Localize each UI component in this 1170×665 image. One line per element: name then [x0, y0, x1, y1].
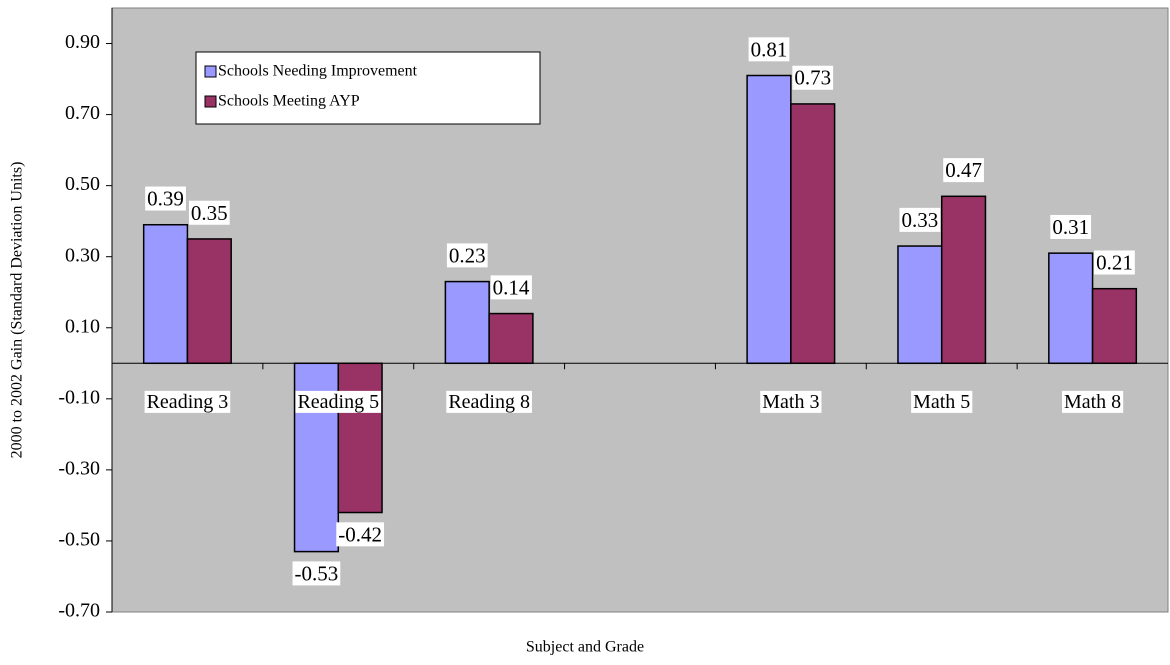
y-tick-label: -0.30 — [58, 457, 100, 479]
legend-swatch — [204, 65, 217, 78]
bar — [488, 312, 534, 365]
value-label: 0.73 — [794, 66, 831, 90]
y-tick-label: -0.10 — [58, 386, 100, 408]
value-label-box — [188, 200, 230, 225]
bar — [1091, 287, 1138, 365]
x-tick-label-box — [295, 390, 382, 413]
value-label-group: 0.33 — [899, 207, 941, 232]
value-label: 0.35 — [191, 201, 228, 225]
value-label-group: 0.35 — [188, 200, 230, 225]
x-tick-label-group: Math 3 — [760, 390, 822, 413]
bar — [790, 103, 836, 365]
value-label: 0.33 — [901, 208, 938, 232]
x-tick-label-group: Reading 5 — [295, 390, 382, 413]
value-label-group: 0.21 — [1094, 250, 1135, 275]
x-tick-label-box — [144, 390, 231, 413]
value-label: 0.31 — [1052, 215, 1089, 239]
value-label-group: -0.42 — [336, 522, 385, 547]
y-tick-label: 0.50 — [65, 173, 100, 195]
value-label-box — [336, 522, 385, 547]
legend-label: Schools Meeting AYP — [218, 93, 360, 110]
value-label-group: 0.73 — [792, 65, 834, 90]
x-tick-label-group: Reading 8 — [446, 390, 532, 413]
x-tick-label: Reading 3 — [147, 391, 229, 413]
value-label-group: 0.47 — [943, 158, 984, 183]
legend: Schools Needing Improvement Schools Meeti… — [195, 51, 541, 125]
value-label: 0.39 — [147, 187, 184, 211]
x-tick-label-group: Reading 3 — [144, 390, 231, 413]
y-tick-label: 0.10 — [65, 315, 100, 337]
x-tick-label-box — [911, 390, 973, 413]
value-label-box — [446, 243, 488, 268]
y-tick-label: -0.70 — [58, 600, 100, 622]
bar — [337, 362, 383, 514]
x-tick-label-box — [760, 390, 822, 413]
value-label-group: 0.23 — [446, 243, 488, 268]
value-label-box — [1050, 214, 1092, 239]
value-label: 0.81 — [751, 37, 788, 61]
value-label-group: 0.81 — [748, 37, 790, 62]
bar — [940, 195, 987, 365]
x-tick-label: Reading 8 — [448, 391, 530, 413]
y-tick-label: 0.90 — [65, 31, 100, 53]
legend-swatch — [204, 95, 217, 108]
y-tick-label: 0.30 — [65, 244, 100, 266]
x-tick-label-box — [1061, 390, 1124, 413]
y-axis-title: 2000 to 2002 Gain (Standard Deviation Un… — [9, 162, 26, 459]
value-label-group: 0.31 — [1050, 214, 1092, 239]
y-tick-label: 0.70 — [65, 102, 100, 124]
x-tick-label-group: Math 5 — [911, 390, 973, 413]
value-label-group: -0.53 — [292, 561, 341, 586]
legend-box — [195, 51, 541, 125]
bar — [1048, 252, 1094, 365]
bar — [142, 223, 189, 365]
value-label-box — [943, 158, 984, 183]
value-label: -0.53 — [295, 561, 339, 585]
bar — [746, 74, 792, 365]
value-label-group: 0.39 — [145, 186, 186, 211]
bar — [186, 238, 232, 365]
x-tick-label-box — [446, 390, 532, 413]
value-label-box — [792, 65, 834, 90]
x-tick-label: Reading 5 — [297, 391, 379, 413]
x-tick-label-group: Math 8 — [1061, 390, 1124, 413]
x-tick-label: Math 8 — [1064, 391, 1121, 413]
value-label: 0.23 — [449, 243, 486, 267]
value-label: 0.14 — [493, 275, 530, 299]
bar — [897, 245, 943, 365]
value-label: -0.42 — [338, 522, 382, 546]
legend-label: Schools Needing Improvement — [218, 63, 418, 80]
value-label-box — [1094, 250, 1135, 275]
bar — [444, 280, 490, 365]
value-label-box — [490, 275, 532, 300]
x-axis-title: Subject and Grade — [526, 639, 644, 656]
value-label: 0.47 — [945, 158, 982, 182]
value-label-box — [748, 37, 790, 62]
value-label-group: 0.14 — [490, 275, 532, 300]
value-label-box — [899, 207, 941, 232]
x-tick-label: Math 5 — [913, 391, 970, 413]
value-label-box — [145, 186, 186, 211]
value-label: 0.21 — [1096, 250, 1133, 274]
x-tick-label: Math 3 — [762, 391, 819, 413]
y-tick-label: -0.50 — [58, 529, 100, 551]
value-label-box — [292, 561, 341, 586]
